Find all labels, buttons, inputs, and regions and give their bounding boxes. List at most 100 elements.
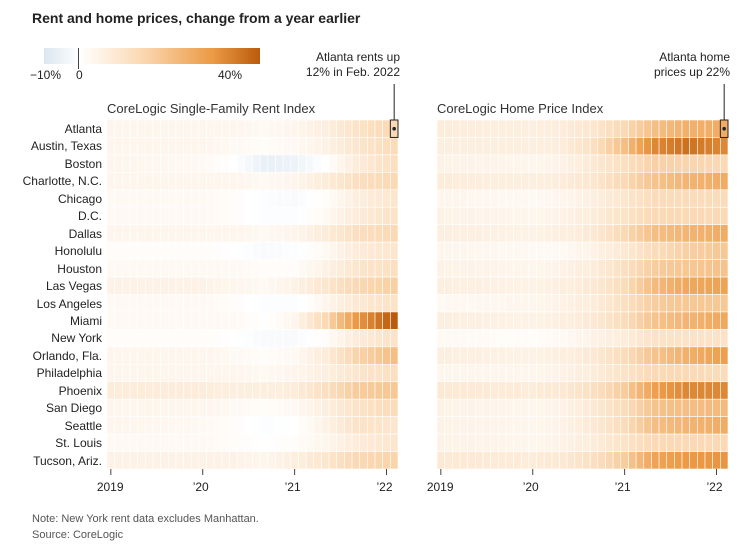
heatmap-cell bbox=[536, 154, 545, 173]
heatmap-cell bbox=[221, 259, 230, 278]
heatmap-cell bbox=[536, 451, 545, 470]
heatmap-cell bbox=[482, 416, 491, 435]
rent-annotation: Atlanta rents up 12% in Feb. 2022 bbox=[280, 50, 400, 80]
heatmap-cell bbox=[681, 154, 691, 173]
heatmap-cell bbox=[528, 276, 537, 295]
heatmap-cell bbox=[497, 119, 507, 138]
heatmap-cell bbox=[566, 311, 576, 330]
heatmap-cell bbox=[467, 154, 476, 173]
heatmap-cell bbox=[183, 119, 192, 138]
heatmap-cell bbox=[213, 451, 223, 470]
heatmap-cell bbox=[106, 189, 115, 208]
heatmap-cell bbox=[122, 224, 131, 243]
heatmap-cell bbox=[221, 451, 230, 470]
heatmap-cell bbox=[459, 259, 468, 278]
heatmap-cell bbox=[513, 311, 522, 330]
color-legend: −10% 0 40% bbox=[30, 48, 260, 88]
heatmap-cell bbox=[259, 137, 269, 156]
heatmap-cell bbox=[452, 398, 461, 417]
heatmap-cell bbox=[620, 346, 629, 365]
heatmap-cell bbox=[574, 381, 583, 400]
heatmap-cell bbox=[574, 451, 583, 470]
heatmap-cell bbox=[152, 451, 161, 470]
heatmap-cell bbox=[482, 259, 491, 278]
heatmap-cell bbox=[651, 416, 660, 435]
heatmap-cell bbox=[229, 137, 238, 156]
heatmap-cell bbox=[267, 137, 276, 156]
heatmap-cell bbox=[643, 206, 652, 226]
heatmap-cell bbox=[114, 137, 123, 156]
heatmap-cell bbox=[605, 276, 614, 295]
heatmap-cell bbox=[122, 451, 131, 470]
heatmap-cell bbox=[367, 398, 376, 417]
heatmap-cell bbox=[459, 381, 468, 400]
heatmap-cell bbox=[221, 416, 230, 435]
heatmap-cell bbox=[198, 416, 207, 435]
heatmap-cell bbox=[597, 294, 606, 313]
heatmap-cell bbox=[267, 363, 276, 383]
heatmap-cell bbox=[490, 416, 499, 435]
heatmap-cell bbox=[290, 363, 299, 383]
heatmap-cell bbox=[198, 189, 207, 208]
heatmap-cell bbox=[328, 206, 338, 226]
heatmap-cell bbox=[221, 346, 230, 365]
heatmap-cell bbox=[321, 172, 330, 191]
heatmap-cell bbox=[605, 294, 614, 313]
heatmap-cell bbox=[697, 451, 706, 470]
heatmap-cell bbox=[490, 363, 499, 383]
heatmap-cell bbox=[221, 433, 230, 452]
heatmap-cell bbox=[190, 346, 200, 365]
heatmap-cell bbox=[497, 451, 507, 470]
heatmap-cell bbox=[559, 172, 568, 191]
heatmap-cell bbox=[351, 433, 361, 452]
heatmap-cell bbox=[536, 241, 545, 260]
heatmap-cell bbox=[106, 172, 115, 191]
heatmap-cell bbox=[589, 276, 599, 295]
heatmap-cell bbox=[160, 381, 169, 400]
heatmap-cell bbox=[620, 398, 629, 417]
heatmap-cell bbox=[351, 259, 361, 278]
heatmap-cell bbox=[160, 241, 169, 260]
heatmap-cell bbox=[597, 224, 606, 243]
heatmap-cell bbox=[152, 363, 161, 383]
heatmap-cell bbox=[367, 276, 376, 295]
heatmap-cell bbox=[144, 224, 154, 243]
heatmap-cell bbox=[582, 433, 591, 452]
heatmap-cell bbox=[282, 381, 292, 400]
heatmap-cell bbox=[497, 294, 507, 313]
heatmap-cell bbox=[321, 416, 330, 435]
heatmap-cell bbox=[482, 206, 491, 226]
heatmap-cell bbox=[359, 189, 368, 208]
heatmap-cell bbox=[152, 137, 161, 156]
heatmap-cell bbox=[336, 189, 345, 208]
heatmap-cell bbox=[436, 276, 445, 295]
heatmap-cell bbox=[666, 119, 675, 138]
heatmap-cell bbox=[543, 172, 553, 191]
heatmap-cell bbox=[497, 206, 507, 226]
heatmap-cell bbox=[474, 119, 484, 138]
heatmap-cell bbox=[152, 416, 161, 435]
heatmap-cell bbox=[252, 346, 261, 365]
heatmap-cell bbox=[152, 294, 161, 313]
heatmap-cell bbox=[183, 311, 192, 330]
heatmap-cell bbox=[551, 172, 560, 191]
heatmap-cell bbox=[290, 451, 299, 470]
heatmap-cell bbox=[122, 381, 131, 400]
heatmap-cell bbox=[720, 416, 729, 435]
heatmap-cell bbox=[635, 172, 645, 191]
heatmap-cell bbox=[206, 416, 215, 435]
heatmap-cell bbox=[651, 241, 660, 260]
heatmap-cell bbox=[689, 433, 698, 452]
heatmap-cell bbox=[298, 294, 307, 313]
heatmap-cell bbox=[712, 137, 721, 156]
heatmap-cell bbox=[574, 137, 583, 156]
row-label: Chicago bbox=[57, 191, 102, 206]
heatmap-cell bbox=[490, 172, 499, 191]
heatmap-cell bbox=[236, 224, 246, 243]
heatmap-cell bbox=[666, 398, 675, 417]
heatmap-cell bbox=[628, 329, 637, 348]
heatmap-cell bbox=[275, 189, 284, 208]
heatmap-cell bbox=[267, 206, 276, 226]
heatmap-cell bbox=[490, 311, 499, 330]
heatmap-cell bbox=[144, 311, 154, 330]
